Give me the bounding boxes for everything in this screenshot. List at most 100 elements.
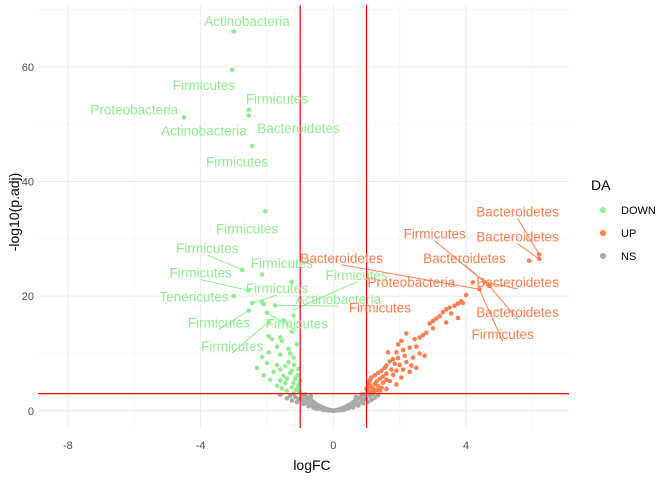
point-up <box>394 382 399 387</box>
point-up <box>452 303 457 309</box>
point-up <box>422 353 427 359</box>
point-up <box>477 286 482 292</box>
legend-label-down: DOWN <box>621 205 656 217</box>
x-tick-label: -8 <box>63 440 73 452</box>
point-up <box>414 344 419 349</box>
label-leader-lines <box>200 218 540 354</box>
point-up <box>368 384 373 390</box>
point-up <box>412 336 417 342</box>
point-ns <box>372 395 378 400</box>
point-label: Firmicutes <box>216 222 279 237</box>
point-up <box>395 355 401 361</box>
point-up <box>430 325 436 331</box>
point-up <box>382 365 388 371</box>
point-label: Actinobacteria <box>204 14 290 29</box>
point-down <box>249 300 255 306</box>
point-up <box>409 363 414 368</box>
point-up <box>392 361 398 367</box>
point-label: Firmicutes <box>173 78 236 93</box>
point-down <box>284 376 290 382</box>
point-down <box>274 383 280 388</box>
point-up <box>404 331 409 336</box>
point-label: Firmicutes <box>169 266 232 281</box>
point-ns <box>289 398 295 403</box>
point-up <box>387 378 393 384</box>
label-leader-line <box>200 279 249 291</box>
point-down <box>291 380 296 386</box>
label-leader-line <box>251 294 278 304</box>
y-tick-label: 60 <box>22 62 34 74</box>
point-down <box>274 362 280 368</box>
point-up <box>407 369 413 375</box>
point-up <box>410 355 416 360</box>
point-down <box>282 363 288 369</box>
point-up <box>430 318 436 324</box>
point-down <box>261 301 266 307</box>
point-label: Firmicutes <box>188 316 251 331</box>
point-up <box>399 375 404 380</box>
point-down <box>289 329 295 335</box>
point-label: Proteobacteria <box>90 102 178 117</box>
point-ns <box>353 394 359 400</box>
point-up <box>372 372 378 378</box>
point-down <box>181 115 187 120</box>
point-down <box>291 313 296 318</box>
legend-key-down <box>600 207 606 213</box>
point-ns <box>331 408 337 414</box>
point-ns <box>294 399 300 405</box>
point-up <box>427 321 432 326</box>
point-ns <box>360 401 366 406</box>
label-leader-line <box>517 218 540 255</box>
point-up <box>433 316 439 321</box>
point-label: Firmicutes <box>349 301 412 316</box>
point-up <box>389 367 394 372</box>
y-tick-label: 0 <box>28 406 34 418</box>
point-up <box>455 315 461 321</box>
point-down <box>266 333 271 339</box>
point-up <box>463 292 469 298</box>
point-down <box>261 372 266 378</box>
point-down <box>264 360 270 366</box>
point-up <box>390 356 396 362</box>
point-up <box>395 342 401 347</box>
point-up <box>443 307 449 312</box>
point-label: Firmicutes <box>251 256 314 271</box>
point-up <box>487 283 492 289</box>
point-label: Actinobacteria <box>296 292 382 307</box>
point-up <box>384 386 389 392</box>
point-ns <box>355 403 361 408</box>
x-tick-label: -4 <box>196 440 206 452</box>
x-tick-label: 4 <box>463 440 469 452</box>
point-down <box>266 319 271 325</box>
point-down <box>259 354 265 360</box>
point-down <box>277 335 283 340</box>
legend-key-ns <box>600 253 606 259</box>
point-up <box>384 371 389 376</box>
point-label: Firmicutes <box>201 339 264 354</box>
point-down <box>292 376 298 382</box>
point-ns <box>308 394 314 399</box>
point-up <box>379 368 384 373</box>
point-down <box>268 377 273 383</box>
point-up <box>440 309 446 315</box>
legend-title: DA <box>591 177 611 193</box>
point-down <box>295 386 300 391</box>
legend-key-up <box>600 230 606 236</box>
label-leader-line <box>484 281 518 290</box>
point-ns <box>284 395 290 401</box>
y-tick-label: 40 <box>22 177 34 189</box>
point-down <box>246 113 252 118</box>
point-label: Bacteroidetes <box>476 305 559 320</box>
point-up <box>380 374 386 379</box>
point-up <box>372 381 378 387</box>
point-down <box>239 267 245 273</box>
point-up <box>400 347 406 353</box>
point-down <box>289 385 295 390</box>
point-ns <box>314 406 320 412</box>
point-down <box>289 368 295 373</box>
y-axis-ticks: 0 20 40 60 <box>22 62 34 418</box>
point-label: Firmicutes <box>403 227 466 242</box>
point-down <box>231 29 237 34</box>
